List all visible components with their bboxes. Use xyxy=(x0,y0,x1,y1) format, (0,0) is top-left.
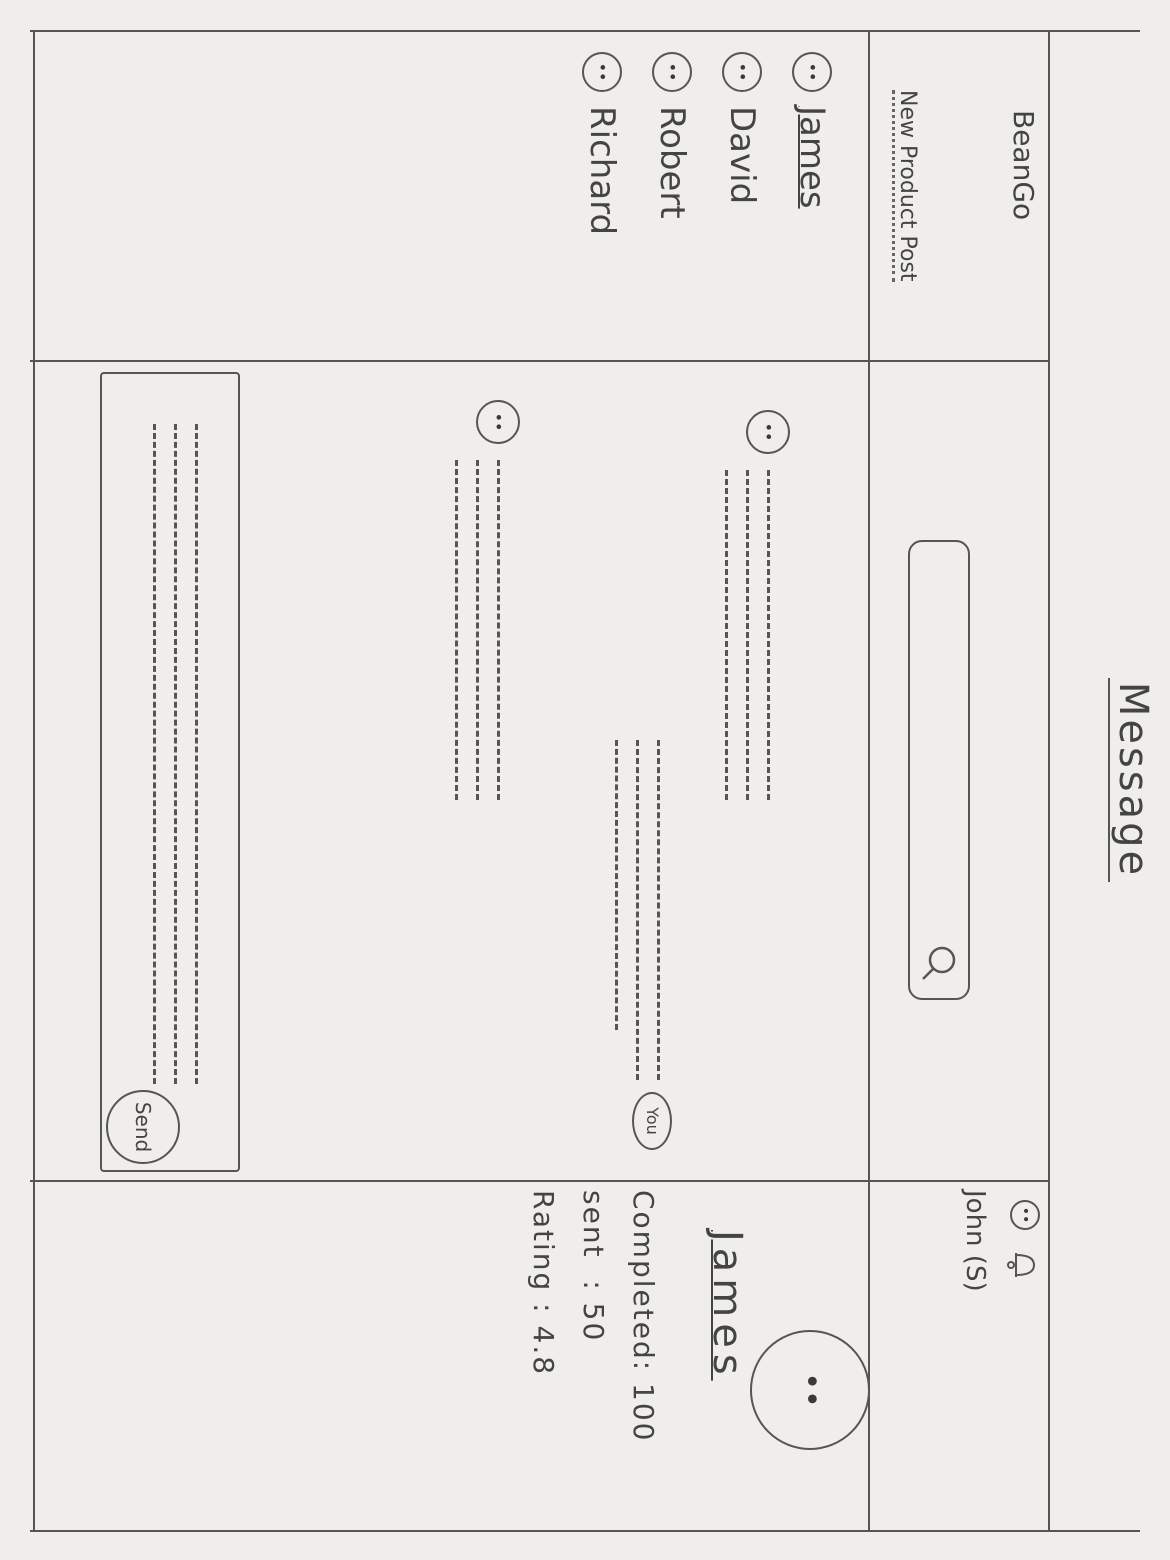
contact-avatar: •• xyxy=(582,52,622,92)
profile-sent: sent : 50 xyxy=(577,1190,610,1343)
contact-name: Robert xyxy=(652,106,692,219)
user-name: John (S) xyxy=(960,1190,990,1292)
frame-right-line xyxy=(30,1530,1140,1532)
sidebar-divider xyxy=(30,360,1050,362)
frame-top-line xyxy=(1048,30,1050,1530)
incoming-message-bubble xyxy=(725,470,770,800)
profile-avatar: •• xyxy=(750,1330,870,1450)
contact-david[interactable]: •• David xyxy=(714,52,770,204)
footer-line xyxy=(33,30,35,1530)
brand-logo[interactable]: BeanGo xyxy=(1007,110,1040,221)
profile-name: James xyxy=(704,1230,750,1381)
contact-avatar: •• xyxy=(652,52,692,92)
you-avatar: You xyxy=(632,1092,672,1150)
message-input[interactable] xyxy=(100,372,240,1172)
new-product-post-link[interactable]: New Product Post xyxy=(892,90,920,282)
incoming-message-avatar-2: •• xyxy=(476,400,520,444)
right-panel-divider xyxy=(30,1180,1050,1182)
contact-richard[interactable]: •• Richard xyxy=(574,52,630,235)
search-input[interactable] xyxy=(908,540,970,1000)
contact-avatar: •• xyxy=(792,52,832,92)
incoming-message-avatar: •• xyxy=(746,410,790,454)
contact-name: James xyxy=(792,106,832,209)
send-button[interactable]: Send xyxy=(106,1090,180,1164)
outgoing-message-bubble xyxy=(615,740,660,1080)
frame-left-line xyxy=(30,30,1140,32)
profile-panel: •• James Completed: 100 sent : 50 Rating… xyxy=(370,1190,870,1530)
contact-name: Richard xyxy=(582,106,622,236)
bell-icon[interactable] xyxy=(1006,1250,1040,1280)
message-draft-lines xyxy=(153,424,198,1084)
profile-completed: Completed: 100 xyxy=(627,1190,660,1443)
contact-james[interactable]: •• James xyxy=(784,52,840,209)
profile-rating: Rating : 4.8 xyxy=(527,1190,560,1377)
contact-avatar: •• xyxy=(722,52,762,92)
incoming-message-bubble-2 xyxy=(455,460,500,800)
user-avatar[interactable]: •• xyxy=(1010,1200,1040,1230)
search-icon[interactable] xyxy=(920,944,958,982)
page-title: Message xyxy=(1108,0,1156,1560)
contact-name: David xyxy=(722,106,762,205)
user-menu[interactable]: •• John (S) xyxy=(920,1190,1040,1370)
contact-robert[interactable]: •• Robert xyxy=(644,52,700,219)
